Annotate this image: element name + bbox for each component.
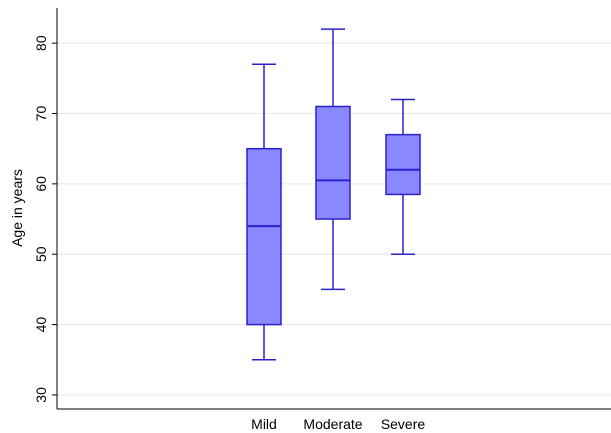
y-ticks: 30 40 50 60 70 80 [33,35,57,403]
box-mild [246,63,282,361]
y-tick-label-30: 30 [33,387,49,403]
iqr-box-severe [385,133,421,196]
y-tick-label-40: 40 [33,317,49,333]
iqr-box-mild [246,147,282,326]
y-tick-label-80: 80 [33,35,49,51]
y-tick-label-70: 70 [33,106,49,122]
y-tick-label-50: 50 [33,246,49,262]
boxes [246,28,421,361]
category-labels: Mild Moderate Severe [251,416,425,432]
category-label-mild: Mild [251,416,277,432]
iqr-box-moderate [315,105,351,220]
box-severe [385,98,421,255]
y-axis-label: Age in years [9,169,25,247]
box-moderate [315,28,351,291]
y-tick-label-60: 60 [33,176,49,192]
category-label-moderate: Moderate [303,416,362,432]
category-label-severe: Severe [381,416,426,432]
